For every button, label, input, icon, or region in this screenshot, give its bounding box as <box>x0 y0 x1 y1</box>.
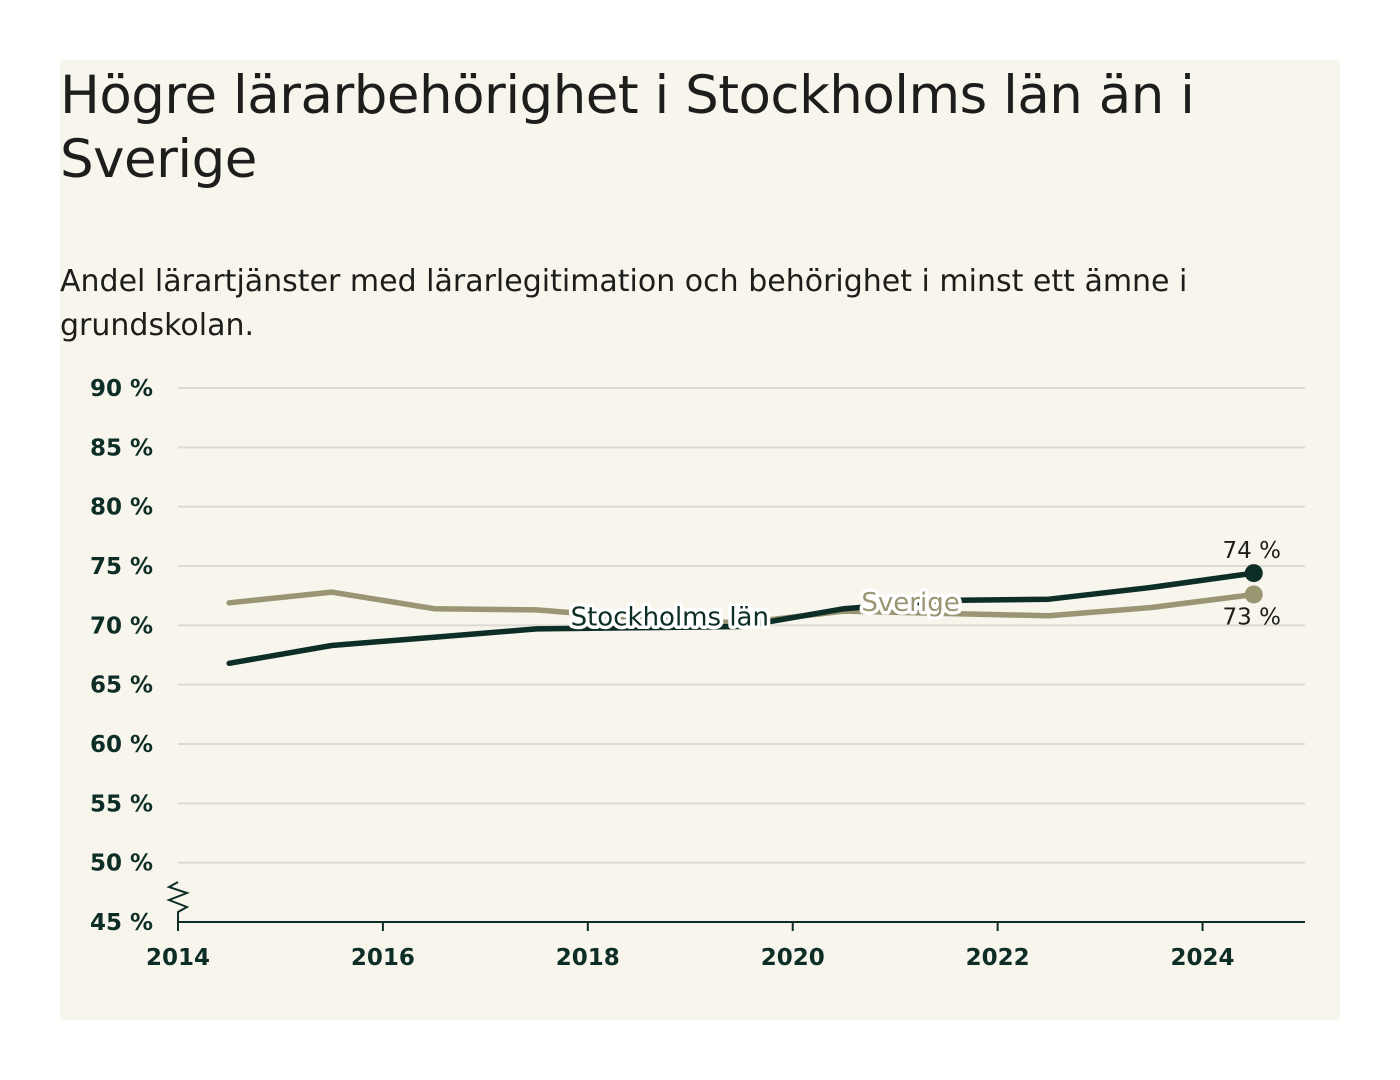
end-markers: 73 % 74 % <box>1223 538 1281 630</box>
x-tick-label: 2024 <box>1171 945 1235 971</box>
grid-lines <box>178 387 1305 864</box>
x-tick-label: 2022 <box>966 945 1030 971</box>
y-tick-label: 75 % <box>90 554 153 580</box>
y-tick-label: 65 % <box>90 673 153 699</box>
y-tick-label: 60 % <box>90 732 153 758</box>
end-marker-sverige <box>1244 585 1263 604</box>
y-tick-label: 45 % <box>90 910 153 936</box>
end-label-sverige: 73 % <box>1223 604 1281 630</box>
series-line-sverige <box>226 589 1257 626</box>
x-tick-label: 2020 <box>761 945 825 971</box>
x-tick-label: 2018 <box>556 945 620 971</box>
axis-break-icon <box>166 881 190 922</box>
series-labels: Stockholms län Sverige <box>567 585 963 636</box>
series-lines <box>226 570 1257 667</box>
series-label-stockholms-lan: Stockholms län <box>571 602 769 632</box>
series-line-stockholms-l-n <box>226 570 1257 667</box>
y-tick-label: 70 % <box>90 613 153 639</box>
chart-subtitle: Andel lärartjänster med lärarlegitimatio… <box>60 264 1188 343</box>
end-marker-stockholms-l-n <box>1244 564 1263 583</box>
y-tick-label: 80 % <box>90 495 153 521</box>
x-tick-label: 2014 <box>146 945 210 971</box>
x-tick-label: 2016 <box>351 945 415 971</box>
y-tick-label: 55 % <box>90 791 153 817</box>
end-label-stockholms-l-n: 74 % <box>1223 538 1281 564</box>
series-label-sverige: Sverige <box>861 588 959 618</box>
y-tick-label: 90 % <box>90 376 153 402</box>
y-tick-label: 85 % <box>90 435 153 461</box>
y-axis-labels: 45 % 50 % 55 % 60 % 65 % 70 % 75 % 80 % 85 % 90 % <box>90 376 153 936</box>
y-tick-label: 50 % <box>90 851 153 877</box>
chart-card: Högre lärarbehörighet i Stockholms län ä… <box>60 60 1340 1020</box>
x-axis: 2014 2016 2018 2020 2022 2024 <box>146 881 1305 971</box>
chart-title: Högre lärarbehörighet i Stockholms län ä… <box>60 65 1195 190</box>
